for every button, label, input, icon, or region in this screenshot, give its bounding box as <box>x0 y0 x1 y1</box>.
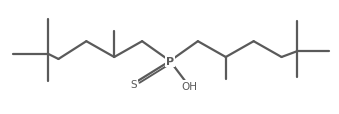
Text: P: P <box>166 56 174 66</box>
Text: S: S <box>131 79 137 89</box>
Text: OH: OH <box>181 81 197 91</box>
